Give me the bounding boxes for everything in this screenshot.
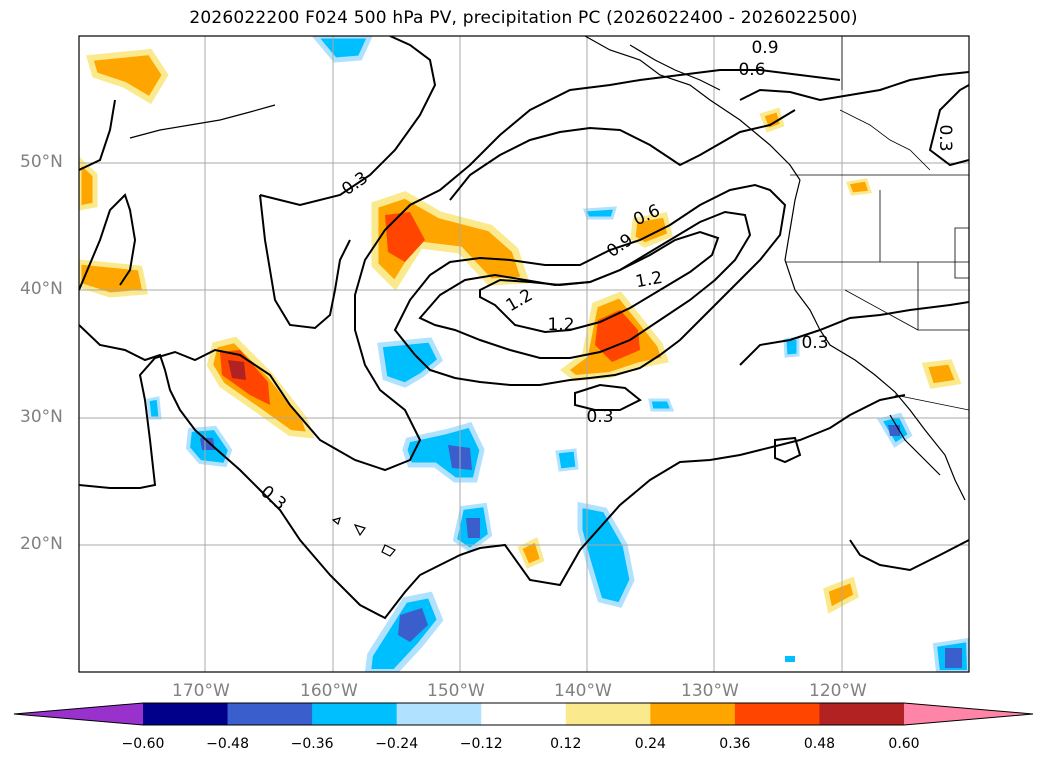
contour-label: 1.2 [547, 315, 574, 335]
colorbar-segment [650, 703, 736, 725]
lat-label: 50°N [20, 152, 63, 172]
contour-label: 0.3 [935, 124, 955, 151]
lat-label: 40°N [20, 279, 63, 299]
colorbar-tick-label: 0.48 [803, 736, 836, 752]
colorbar-tick-label: 0.36 [719, 736, 751, 752]
colorbar [13, 702, 1034, 726]
lon-label: 140°W [554, 681, 612, 701]
colorbar-segment [143, 703, 229, 725]
map-frame [78, 35, 970, 673]
lat-label: 20°N [20, 534, 63, 554]
contour-label: 0.3 [338, 168, 372, 200]
colorbar-segment [734, 703, 820, 725]
colorbar-tick-label: 0.12 [550, 736, 582, 752]
colorbar-tick-label: −0.48 [206, 736, 249, 752]
pv-contours [79, 36, 969, 620]
colorbar-extend-min [14, 703, 143, 725]
contour-label: 1.2 [634, 268, 664, 292]
colorbar-outline [13, 702, 1034, 726]
colorbar-segment [819, 703, 905, 725]
colorbar-tick-label: −0.60 [121, 736, 165, 752]
coastlines [129, 36, 966, 557]
contour-label: 0.6 [738, 60, 765, 80]
state-borders [785, 36, 969, 411]
lon-label: 150°W [427, 681, 485, 701]
colorbar-tick-label: 0.60 [888, 736, 920, 752]
lon-label: 160°W [300, 681, 358, 701]
colorbar-segment [481, 703, 567, 725]
colorbar-segment [227, 703, 313, 725]
lon-label: 120°W [809, 681, 867, 701]
lon-label: 130°W [681, 681, 739, 701]
lat-label: 30°N [20, 407, 63, 427]
colorbar-tick-label: 0.24 [634, 736, 666, 752]
contour-label: 0.9 [751, 38, 778, 58]
colorbar-tick-label: −0.36 [290, 736, 334, 752]
lon-label: 170°W [172, 681, 230, 701]
contour-label: 0.3 [801, 333, 828, 353]
colorbar-tick-label: −0.12 [459, 736, 503, 752]
colorbar-segment [396, 703, 482, 725]
contour-label: 0.3 [586, 407, 613, 427]
colorbar-tick-label: −0.24 [375, 736, 419, 752]
colorbar-segment [312, 703, 398, 725]
colorbar-segment [565, 703, 651, 725]
contour-label: 0.3 [256, 482, 290, 515]
colorbar-extend-max [904, 703, 1033, 725]
map-title: 2026022200 F024 500 hPa PV, precipitatio… [189, 8, 858, 28]
